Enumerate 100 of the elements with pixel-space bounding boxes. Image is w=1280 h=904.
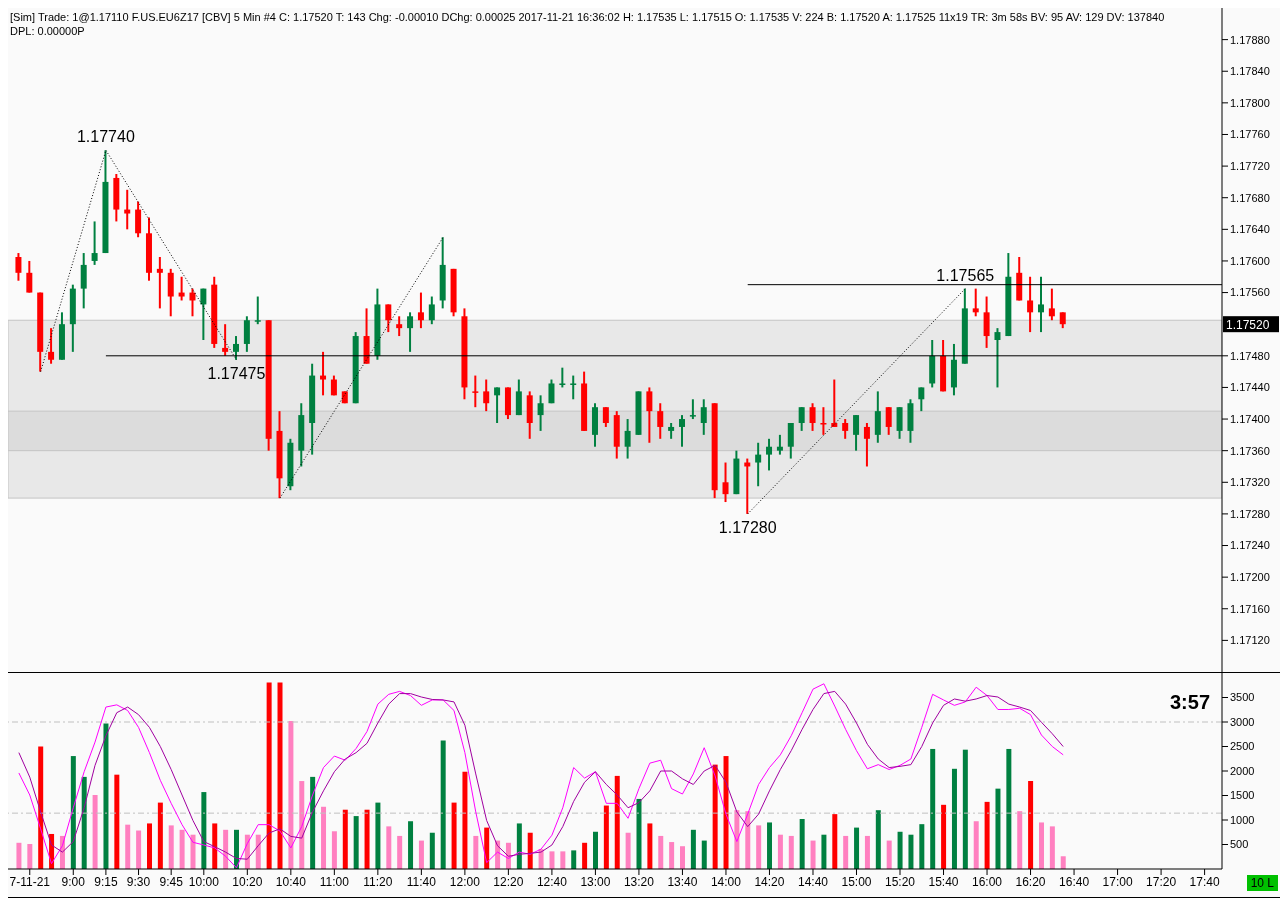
bar [136,830,142,869]
bar [821,834,827,869]
candlestick [472,374,479,409]
candlestick [755,441,762,488]
bar [582,842,588,869]
bar [299,781,305,869]
y-tick-label: 1.17720 [1230,160,1270,172]
bar [277,682,283,869]
bar [462,771,468,869]
candlestick [1048,287,1055,322]
y-tick-label: 1.17840 [1230,65,1270,78]
bar [179,829,185,869]
candlestick [407,311,414,353]
candlestick [48,327,55,365]
candlestick [994,327,1001,389]
bar [875,810,881,869]
candlestick [156,256,163,310]
bar [854,827,860,869]
x-tick-label: 9:15 [94,874,118,889]
y-tick-label: 1.17560 [1230,286,1270,299]
bar [201,792,207,869]
bar [941,804,947,869]
bar [592,831,598,869]
bar [418,840,424,869]
x-tick-label: 13:00 [580,874,611,889]
y-tick-label: 1.17320 [1230,476,1270,489]
y-tick-label: 1.17160 [1230,602,1270,615]
bar [962,749,968,869]
bar [397,835,403,869]
candlestick [222,323,229,357]
bar [473,835,479,869]
bar [636,798,642,869]
bar [1038,822,1044,869]
x-tick-label: 9:00 [61,874,86,889]
x-tick-label: 10:40 [275,874,307,889]
candlestick [766,437,773,472]
x-tick-label: 14:20 [754,874,785,889]
bar [560,851,566,869]
bar [658,835,664,869]
bar [799,819,805,869]
annotation: 1.17280 [718,519,777,537]
bar [908,834,914,869]
candlestick [853,414,860,452]
candlestick [689,398,696,421]
candlestick [918,386,925,413]
candlestick [243,315,250,353]
bar [919,824,925,869]
bar [114,774,120,869]
candlestick [679,414,686,448]
x-tick-label: 17:00 [1102,874,1133,889]
bar [440,740,446,869]
candlestick [178,275,185,302]
bar [364,809,370,869]
bar [723,756,729,869]
candlestick [896,406,903,440]
candlestick [385,303,392,334]
candlestick [983,295,990,349]
bar [386,826,392,869]
bar [310,776,316,869]
candlestick [91,220,98,266]
bar [375,802,381,869]
bar [157,802,163,869]
y-tick-label: 1.17800 [1230,96,1270,109]
candlestick [809,402,816,432]
y-tick-label: 1.17680 [1230,191,1270,204]
y-tick-label: 1.17640 [1230,223,1270,236]
bar [1006,748,1012,869]
annotation: 1.17740 [76,128,135,146]
bar [331,831,337,869]
y-tick-label: 1.17600 [1230,254,1270,267]
candlestick [320,350,327,397]
bar [16,842,22,869]
bar [680,846,686,869]
candlestick [787,422,794,460]
y-tick-label: 1.17120 [1230,634,1270,647]
bar [353,816,359,869]
bar [843,835,849,869]
candlestick [494,386,501,424]
candlestick [972,287,979,318]
y-tick-label: 1.17240 [1230,539,1270,552]
bar [1049,826,1055,869]
candlestick [863,422,870,468]
x-tick-label: 16:40 [1059,874,1090,889]
bar [767,822,773,869]
candlestick [657,402,664,440]
annotation: 1.17475 [207,365,266,383]
bar [1060,856,1066,869]
x-tick-label: 16:20 [1015,874,1046,889]
x-tick-label: 9:45 [159,874,184,889]
y-tick-label: 3000 [1230,715,1255,728]
x-tick-label: 9:30 [126,874,151,889]
candlestick [537,394,544,432]
bar [27,844,33,869]
x-tick-label: 15:20 [884,874,916,889]
x-tick-label: 12:40 [536,874,568,889]
text: DPL: 0.00000P [10,24,86,38]
bar [255,834,261,869]
bar [712,764,718,869]
candlestick [776,433,783,456]
x-tick-label: 10:20 [232,874,263,889]
